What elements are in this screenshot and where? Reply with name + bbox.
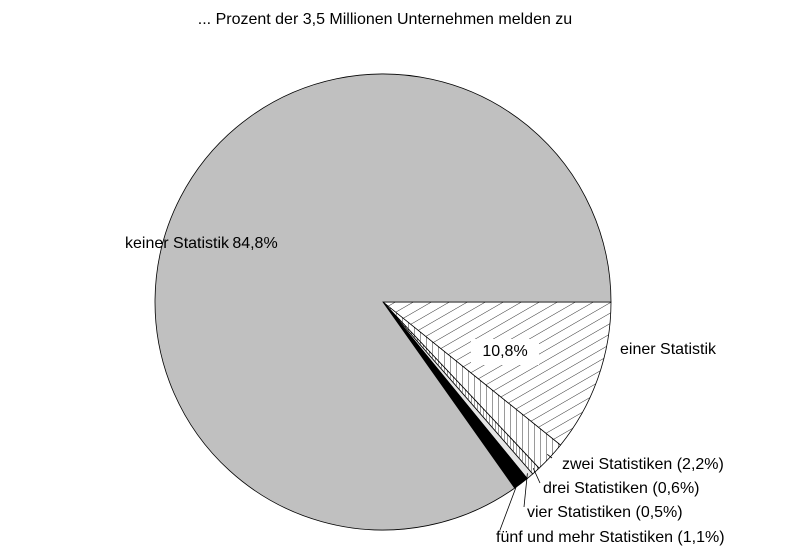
category-label: zwei Statistiken (2,2%) — [562, 456, 724, 473]
category-label: drei Statistiken (0,6%) — [543, 480, 700, 497]
leader-line — [532, 467, 541, 484]
category-label: keiner Statistik — [125, 235, 230, 252]
category-label: vier Statistiken (0,5%) — [527, 504, 683, 521]
value-label-box — [471, 339, 539, 365]
value-label: 10,8% — [482, 343, 527, 360]
leader-line — [499, 480, 519, 531]
category-label: fünf und mehr Statistiken (1,1%) — [496, 529, 725, 546]
pie-slice — [154, 73, 612, 531]
chart-title: ... Prozent der 3,5 Millionen Unternehme… — [198, 11, 572, 28]
category-label: einer Statistik — [620, 341, 717, 358]
pie-slice — [381, 301, 612, 446]
value-label: 84,8% — [232, 235, 277, 252]
leader-line — [547, 453, 553, 459]
